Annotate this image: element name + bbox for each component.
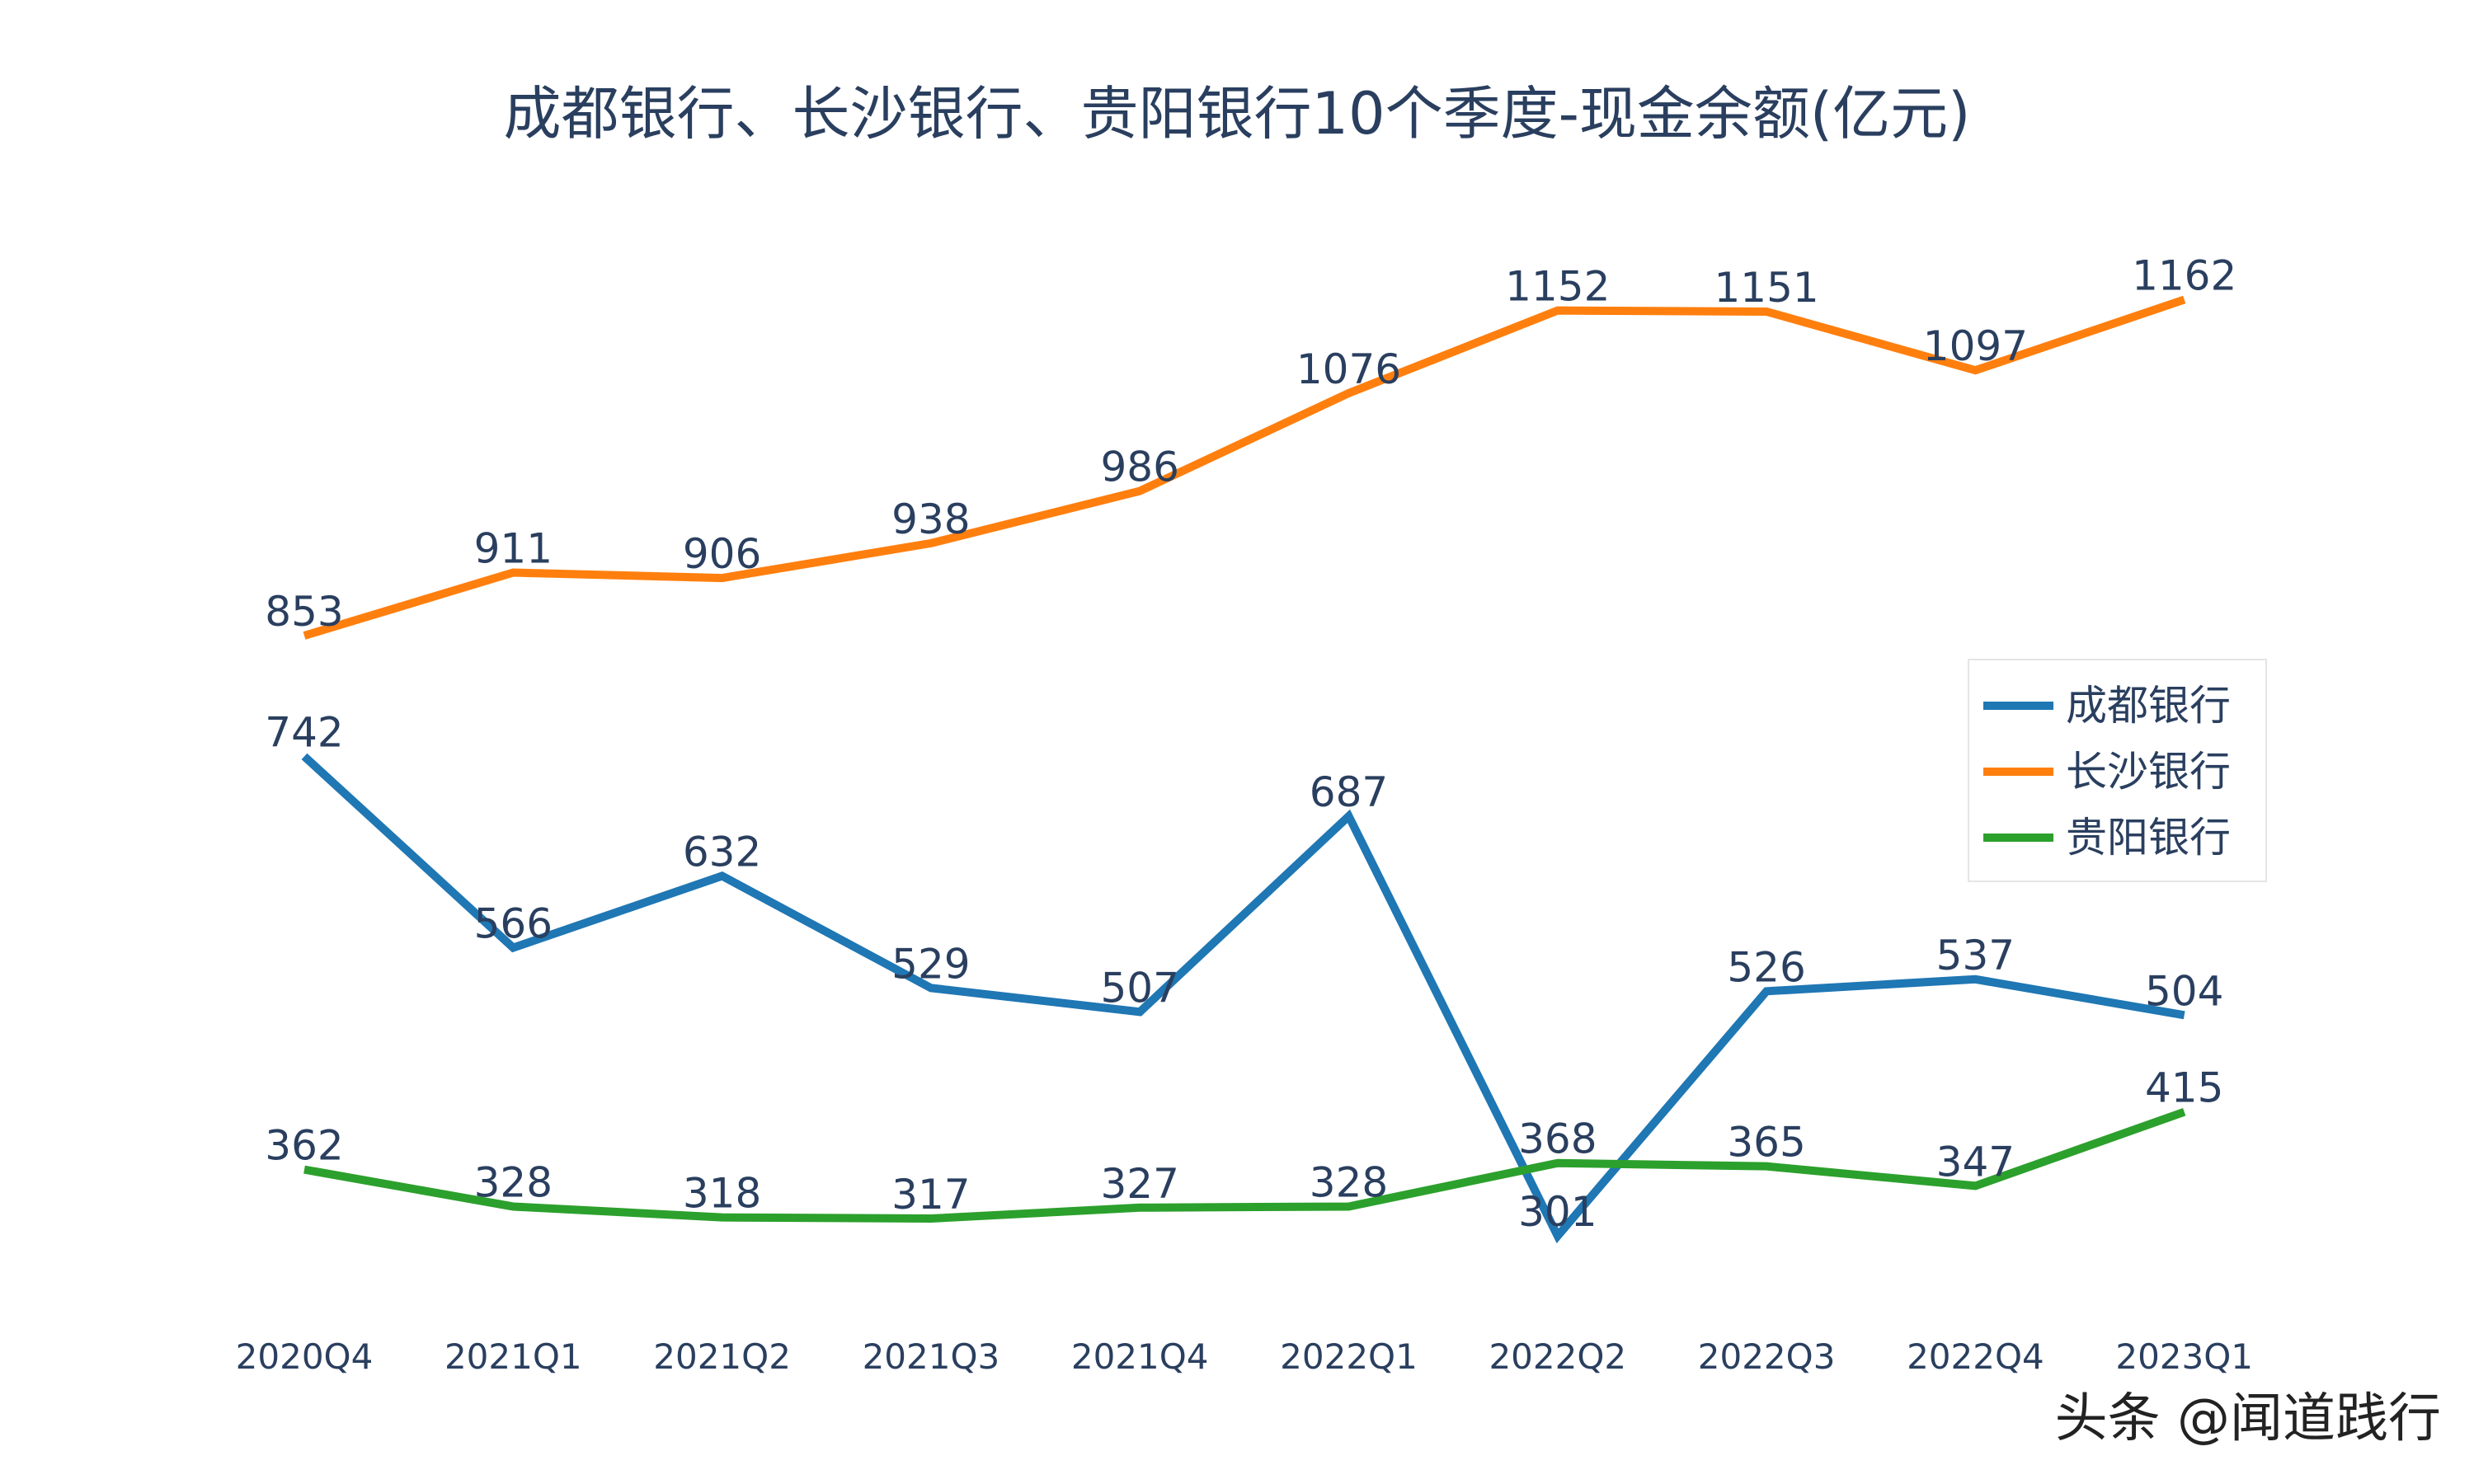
data-label: 1151 bbox=[1714, 264, 1818, 312]
data-label: 566 bbox=[474, 900, 553, 948]
series-line-1 bbox=[303, 295, 2186, 640]
data-label: 368 bbox=[1518, 1115, 1597, 1163]
data-label: 938 bbox=[891, 495, 970, 543]
x-tick-label: 2021Q4 bbox=[1071, 1336, 1209, 1377]
chart-title: 成都银行、长沙银行、贵阳银行10个季度-现金余额(亿元) bbox=[504, 80, 1971, 148]
series-line-2 bbox=[303, 1108, 2186, 1223]
data-label: 347 bbox=[1936, 1138, 2015, 1186]
data-label: 537 bbox=[1936, 932, 2015, 979]
data-label: 327 bbox=[1100, 1160, 1178, 1208]
x-tick-label: 2021Q3 bbox=[863, 1336, 1000, 1377]
data-label: 301 bbox=[1518, 1188, 1597, 1236]
data-label: 318 bbox=[683, 1170, 761, 1218]
legend-label[interactable]: 长沙银行 bbox=[2066, 748, 2231, 796]
x-tick-label: 2022Q1 bbox=[1280, 1336, 1418, 1377]
watermark: 头条 @闻道践行 bbox=[2055, 1388, 2441, 1449]
data-label: 328 bbox=[474, 1158, 553, 1206]
data-label: 1162 bbox=[2132, 251, 2236, 299]
data-label: 986 bbox=[1100, 444, 1178, 491]
data-label: 853 bbox=[265, 588, 343, 636]
data-labels: 742 566 632 529 507 687 301 526 537 504 853 911 906 9… bbox=[265, 251, 2236, 1236]
data-label: 507 bbox=[1100, 964, 1178, 1012]
data-label: 742 bbox=[265, 708, 343, 756]
data-label: 526 bbox=[1727, 943, 1805, 991]
x-tick-label: 2021Q2 bbox=[653, 1336, 791, 1377]
x-tick-label: 2020Q4 bbox=[236, 1336, 374, 1377]
series-line-0 bbox=[301, 753, 2185, 1244]
data-label: 529 bbox=[891, 940, 970, 988]
data-label: 415 bbox=[2145, 1064, 2223, 1112]
data-label: 632 bbox=[683, 828, 761, 876]
x-tick-label: 2022Q4 bbox=[1907, 1336, 2044, 1377]
data-label: 687 bbox=[1310, 768, 1388, 816]
x-tick-label: 2021Q1 bbox=[444, 1336, 582, 1377]
x-tick-label: 2023Q1 bbox=[2115, 1336, 2253, 1377]
data-label: 362 bbox=[265, 1122, 343, 1170]
data-label: 906 bbox=[683, 530, 761, 578]
x-tick-label: 2022Q3 bbox=[1698, 1336, 1836, 1377]
data-label: 504 bbox=[2145, 967, 2223, 1015]
legend-label[interactable]: 贵阳银行 bbox=[2066, 814, 2231, 862]
x-tick-label: 2022Q2 bbox=[1489, 1336, 1626, 1377]
data-label: 1097 bbox=[1923, 322, 2028, 370]
data-label: 1076 bbox=[1296, 345, 1401, 393]
data-label: 328 bbox=[1310, 1158, 1388, 1206]
data-label: 365 bbox=[1727, 1119, 1805, 1167]
data-label: 1152 bbox=[1505, 263, 1610, 311]
series-lines bbox=[301, 295, 2186, 1244]
x-axis-ticks: 2020Q4 2021Q1 2021Q2 2021Q3 2021Q4 2022Q1 2022… bbox=[236, 1336, 2253, 1377]
data-label: 317 bbox=[891, 1171, 970, 1219]
data-label: 911 bbox=[474, 524, 553, 572]
legend-label[interactable]: 成都银行 bbox=[2066, 682, 2231, 730]
